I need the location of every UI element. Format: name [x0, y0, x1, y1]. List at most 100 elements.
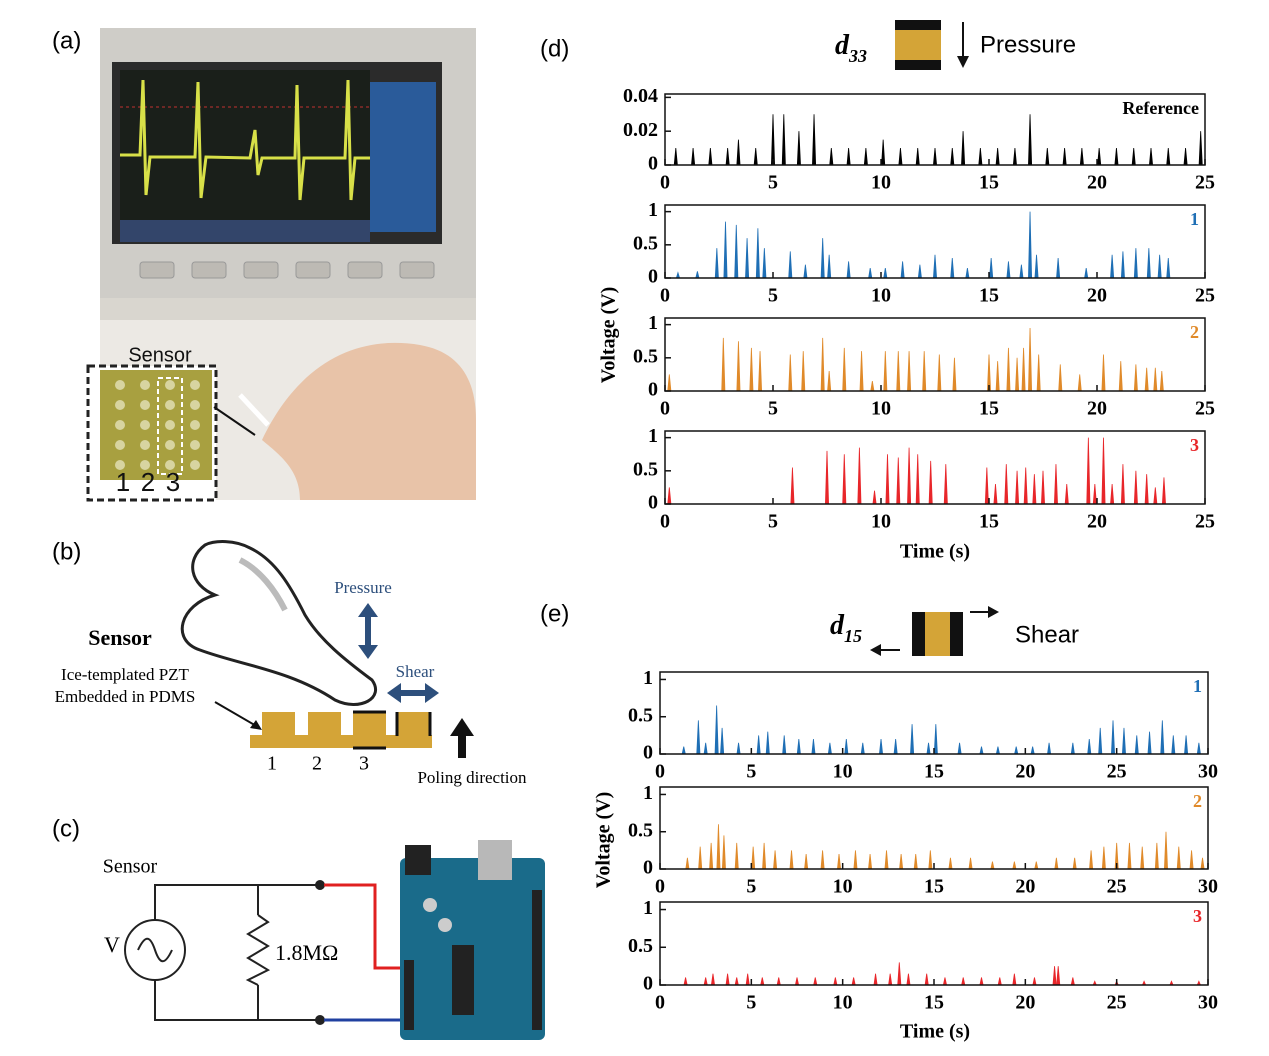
x-axis-label: Time (s) — [900, 541, 970, 563]
x-tick-label: 20 — [1087, 398, 1107, 420]
y-tick-label: 1 — [643, 782, 653, 804]
spike — [1134, 735, 1139, 755]
spike — [1101, 354, 1106, 392]
capacitor — [423, 898, 437, 912]
spike — [1146, 248, 1151, 279]
spike — [842, 454, 847, 505]
spike — [1171, 735, 1176, 755]
spike — [1034, 861, 1039, 870]
spike — [842, 347, 847, 392]
spike — [812, 114, 817, 166]
y-axis-label: Voltage (V) — [598, 287, 620, 383]
spike — [1019, 264, 1024, 279]
finger-shade — [238, 557, 288, 612]
spike — [765, 731, 770, 755]
spike — [907, 351, 912, 392]
x-tick-label: 20 — [1087, 511, 1107, 533]
material-label: Ice-templated PZT — [61, 665, 190, 684]
spike — [1030, 746, 1035, 755]
spike — [943, 464, 948, 505]
spike — [1140, 846, 1145, 870]
spike — [952, 357, 957, 392]
spike — [685, 857, 690, 870]
spike — [917, 264, 922, 279]
spike — [1147, 731, 1152, 755]
spike — [906, 973, 911, 986]
y-axis-label: Voltage (V) — [593, 792, 615, 888]
spike — [863, 148, 868, 166]
x-tick-label: 15 — [979, 285, 999, 307]
spike — [709, 842, 714, 870]
spike — [932, 148, 938, 166]
x-tick-label: 5 — [768, 172, 778, 194]
spike — [1163, 831, 1169, 870]
pzt-icon — [925, 612, 950, 656]
spike — [829, 148, 834, 166]
spike — [1110, 484, 1115, 505]
spike — [760, 977, 765, 986]
x-tick-label: 10 — [871, 398, 891, 420]
usb-port — [478, 840, 512, 880]
spike — [844, 739, 849, 755]
spike — [860, 742, 865, 755]
spike — [1153, 367, 1158, 392]
series-label: 2 — [1190, 322, 1199, 342]
spike — [1006, 261, 1011, 279]
spike — [978, 148, 983, 166]
spike — [1058, 364, 1063, 392]
inset-pointer — [213, 406, 256, 436]
spike — [961, 131, 966, 166]
spike — [736, 341, 741, 392]
spike — [1166, 148, 1171, 166]
column-label: 3 — [359, 753, 369, 775]
spike — [681, 746, 686, 755]
y-tick-label: 0.5 — [628, 935, 653, 957]
y-tick-label: 0 — [648, 492, 658, 514]
spike — [1032, 474, 1037, 505]
plot-frame — [659, 901, 1209, 986]
spike — [1036, 354, 1041, 392]
x-tick-label: 10 — [871, 511, 891, 533]
spike — [1079, 148, 1084, 166]
spike — [950, 148, 955, 166]
x-tick-label: 25 — [1195, 285, 1215, 307]
x-tick-label: 5 — [746, 992, 756, 1014]
spike — [788, 354, 793, 392]
spike — [801, 351, 806, 392]
column-label: 1 — [116, 467, 130, 497]
spike — [770, 114, 776, 166]
electrode-icon — [895, 60, 941, 70]
spike — [1054, 857, 1059, 870]
spike — [675, 271, 681, 279]
spike — [1014, 746, 1019, 755]
spike — [937, 354, 942, 392]
spike — [979, 977, 984, 986]
x-tick-label: 10 — [871, 285, 891, 307]
spike — [789, 850, 794, 870]
electrode-icon — [950, 612, 963, 656]
resistor — [245, 914, 271, 986]
spike — [884, 850, 889, 870]
y-tick-label: 0.5 — [633, 232, 658, 254]
x-tick-label: 15 — [979, 511, 999, 533]
screen-footer — [120, 220, 370, 242]
electrodes — [353, 710, 432, 750]
spike — [948, 857, 953, 870]
spike — [878, 739, 884, 755]
panel-label: (d) — [540, 35, 569, 62]
x-tick-label: 25 — [1107, 992, 1127, 1014]
spike — [1196, 742, 1201, 755]
spike — [997, 977, 1002, 986]
spike — [820, 337, 825, 392]
series-label: 3 — [1193, 906, 1202, 926]
x-tick-label: 15 — [924, 992, 944, 1014]
poling-arrow-head — [450, 718, 474, 736]
spike — [1200, 857, 1205, 870]
spike — [1052, 966, 1057, 986]
force-arrow-head — [957, 56, 969, 68]
spike — [968, 857, 973, 870]
pointer — [214, 701, 259, 728]
plot-frame — [659, 786, 1209, 870]
force-label: Shear — [1015, 621, 1079, 648]
